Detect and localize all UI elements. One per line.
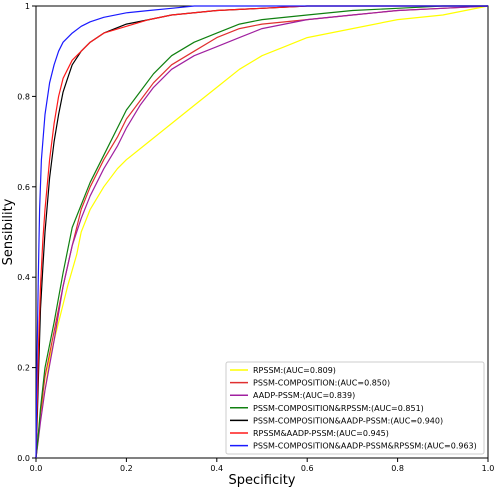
legend: RPSSM:(AUC=0.809) PSSM-COMPOSITION:(AUC=0… (225, 361, 485, 455)
roc-curve-series-3 (35, 5, 489, 459)
x-tick-label: 0.0 (30, 464, 43, 473)
y-tick-label: 0.2 (17, 364, 30, 373)
x-tick-label: 1.0 (482, 464, 495, 473)
y-tick-label: 1 (25, 2, 30, 11)
legend-label: PSSM-COMPOSITION&AADP-PSSM:(AUC=0.940) (253, 416, 443, 425)
x-tick-label: 0.6 (301, 464, 314, 473)
legend-label: PSSM-COMPOSITION&AADP-PSSM&RPSSM:(AUC=0.… (253, 442, 477, 451)
legend-box (225, 361, 485, 455)
y-axis-ticks: 0.0 0.2 0.4 0.6 0.8 1 (17, 2, 36, 463)
roc-curve-series-7 (35, 5, 488, 459)
legend-label: RPSSM:(AUC=0.809) (253, 366, 336, 375)
x-tick-label: 0.2 (120, 464, 133, 473)
y-tick-label: 0.0 (17, 454, 30, 463)
y-axis-title: Sensibility (1, 198, 16, 265)
y-tick-label: 0.6 (17, 183, 30, 192)
x-axis-title: Specificity (229, 473, 296, 488)
legend-entries: RPSSM:(AUC=0.809) PSSM-COMPOSITION:(AUC=0… (230, 366, 477, 451)
roc-curve-series-4 (35, 5, 488, 459)
legend-label: PSSM-COMPOSITION&RPSSM:(AUC=0.851) (253, 404, 424, 413)
legend-label: AADP-PSSM:(AUC=0.839) (253, 391, 355, 400)
x-axis-ticks: 0.0 0.2 0.4 0.6 0.8 1.0 (30, 458, 495, 473)
x-tick-label: 0.4 (210, 464, 223, 473)
series-layer (35, 5, 489, 459)
roc-curve-series-1 (35, 5, 489, 459)
x-tick-label: 0.8 (391, 464, 404, 473)
y-tick-label: 0.8 (17, 92, 30, 101)
legend-label: RPSSM&AADP-PSSM:(AUC=0.945) (253, 429, 389, 438)
y-tick-label: 0.4 (17, 273, 30, 282)
legend-label: PSSM-COMPOSITION:(AUC=0.850) (253, 379, 390, 388)
